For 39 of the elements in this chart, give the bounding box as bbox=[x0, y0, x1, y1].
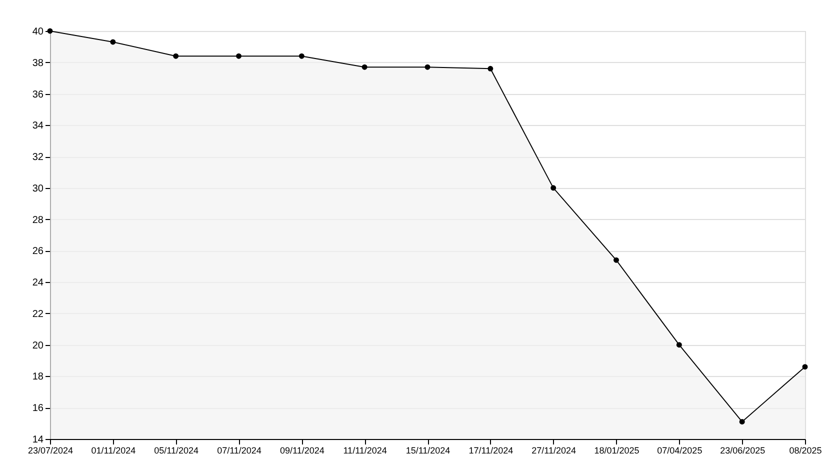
y-tick-label: 30 bbox=[32, 183, 44, 194]
x-tick-label: 17/11/2024 bbox=[468, 446, 514, 456]
x-tick-label: 09/11/2024 bbox=[280, 446, 324, 456]
y-tick-label: 40 bbox=[32, 26, 44, 38]
y-tick-label: 26 bbox=[32, 246, 44, 258]
x-tick-label: 18/01/2025 bbox=[594, 446, 640, 456]
y-tick-label: 18 bbox=[32, 372, 44, 383]
x-tick-label: 11/11/2024 bbox=[343, 446, 387, 456]
point bbox=[110, 39, 116, 45]
x-tick-label: 05/11/2024 bbox=[154, 446, 199, 456]
y-tick-label: 34 bbox=[32, 120, 44, 132]
y-tick-label: 24 bbox=[32, 278, 44, 289]
point bbox=[488, 66, 494, 72]
y-tick-label: 16 bbox=[32, 403, 44, 414]
x-tick-label: 23/07/2024 bbox=[28, 446, 74, 456]
point bbox=[236, 53, 242, 59]
x-tick-label: 01/11/2024 bbox=[91, 446, 136, 456]
point bbox=[676, 342, 682, 348]
y-tick-label: 22 bbox=[32, 308, 44, 320]
y-tick-label: 20 bbox=[32, 340, 44, 352]
point bbox=[739, 419, 745, 424]
y-tick-label: 36 bbox=[32, 89, 44, 100]
point bbox=[298, 53, 304, 59]
x-tick-label: 07/11/2024 bbox=[217, 446, 262, 456]
point bbox=[362, 64, 368, 70]
point bbox=[424, 64, 430, 70]
y-tick-label: 28 bbox=[32, 214, 44, 226]
y-tick-label: 14 bbox=[32, 434, 44, 446]
point bbox=[614, 257, 619, 263]
x-tick-label: 23/06/2025 bbox=[720, 446, 766, 456]
y-tick-label: 38 bbox=[32, 58, 44, 69]
y-tick-label: 32 bbox=[32, 152, 44, 164]
point bbox=[550, 185, 556, 191]
point bbox=[802, 364, 808, 370]
x-tick-label: 15/11/2024 bbox=[406, 446, 450, 456]
point bbox=[173, 53, 179, 59]
x-tick-label: 07/04/2025 bbox=[657, 446, 702, 456]
x-tick-label: 27/11/2024 bbox=[532, 446, 576, 456]
x-tick-label: 08/2025 bbox=[789, 446, 822, 456]
